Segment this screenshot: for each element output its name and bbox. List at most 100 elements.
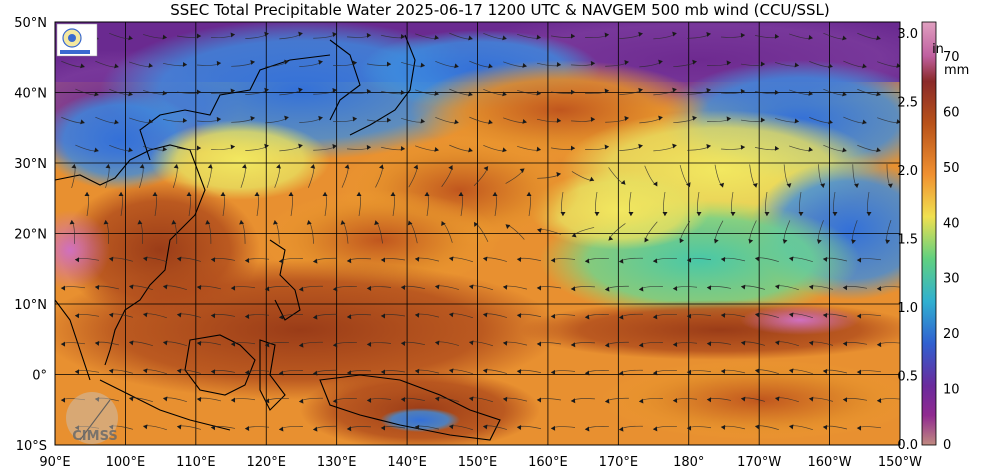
wind-arrowhead bbox=[828, 63, 833, 69]
lon-label: 110°E bbox=[176, 455, 216, 470]
wind-arrowhead bbox=[245, 426, 250, 431]
wind-arrowhead bbox=[381, 369, 386, 375]
wind-arrowhead bbox=[114, 119, 119, 125]
wind-arrowhead bbox=[877, 398, 882, 404]
wind-arrowhead bbox=[638, 87, 643, 93]
wind-arrowhead bbox=[605, 286, 610, 292]
wind-arrowhead bbox=[313, 314, 318, 320]
wind-arrowhead bbox=[143, 256, 148, 262]
wind-arrowhead bbox=[740, 144, 745, 150]
wind-arrowhead bbox=[434, 34, 439, 40]
wind-arrowhead bbox=[536, 146, 541, 152]
wind-arrowhead bbox=[789, 424, 794, 430]
inch-unit-label: in bbox=[932, 42, 944, 57]
wind-arrowhead bbox=[279, 370, 284, 376]
wind-arrowhead bbox=[673, 398, 678, 404]
wind-arrowhead bbox=[143, 368, 148, 374]
wind-arrowhead bbox=[207, 164, 213, 169]
wind-arrowhead bbox=[420, 62, 425, 68]
wind-arrowhead bbox=[139, 164, 145, 169]
wind-arrowhead bbox=[537, 285, 542, 291]
wind-arrowhead bbox=[162, 34, 167, 40]
wind-arrowhead bbox=[639, 286, 644, 292]
wind-arrowhead bbox=[468, 91, 473, 97]
wind-arrowhead bbox=[741, 284, 746, 290]
wind-arrowhead bbox=[186, 192, 192, 196]
wind-arrowhead bbox=[265, 342, 270, 348]
wind-arrowhead bbox=[211, 425, 216, 431]
tpw-field bbox=[55, 22, 900, 445]
wind-arrowhead bbox=[755, 256, 760, 262]
wind-arrowhead bbox=[177, 424, 182, 430]
inch-tick-label: 0.0 bbox=[897, 438, 918, 453]
wind-arrowhead bbox=[196, 145, 201, 151]
wind-arrowhead bbox=[808, 90, 813, 96]
wind-arrowhead bbox=[794, 62, 799, 68]
wind-arrowhead bbox=[571, 286, 576, 292]
wind-arrowhead bbox=[171, 220, 177, 225]
wind-arrowhead bbox=[177, 312, 182, 318]
wind-arrowhead bbox=[109, 368, 114, 374]
wind-arrowhead bbox=[352, 60, 357, 66]
wind-arrowhead bbox=[764, 212, 770, 216]
wind-arrowhead bbox=[605, 398, 610, 404]
lat-label: 0° bbox=[32, 369, 47, 384]
inch-tick-label: 2.0 bbox=[897, 164, 918, 179]
wind-arrowhead bbox=[842, 147, 847, 153]
wind-arrowhead bbox=[740, 88, 745, 94]
wind-arrowhead bbox=[143, 424, 148, 430]
wind-arrowhead bbox=[264, 143, 269, 149]
wind-arrowhead bbox=[333, 398, 338, 404]
wind-arrowhead bbox=[537, 341, 542, 347]
wind-arrowhead bbox=[570, 89, 575, 95]
wind-arrowhead bbox=[619, 258, 624, 264]
wind-arrowhead bbox=[105, 164, 111, 169]
wind-arrowhead bbox=[381, 257, 386, 263]
wind-arrowhead bbox=[517, 313, 522, 319]
wind-arrowhead bbox=[435, 284, 440, 290]
wind-arrowhead bbox=[245, 258, 250, 263]
wind-arrowhead bbox=[857, 369, 862, 375]
wind-arrowhead bbox=[231, 397, 236, 403]
wind-arrowhead bbox=[687, 369, 692, 375]
lon-label: 130°E bbox=[317, 455, 357, 470]
wind-arrowhead bbox=[851, 239, 856, 244]
color-scale-bar bbox=[921, 21, 937, 446]
wind-arrowhead bbox=[196, 89, 201, 95]
wind-arrowhead bbox=[782, 239, 788, 244]
wind-arrowhead bbox=[628, 212, 634, 216]
wind-arrowhead bbox=[114, 63, 119, 69]
wind-arrowhead bbox=[163, 396, 168, 402]
wind-arrowhead bbox=[706, 87, 711, 93]
wind-arrowhead bbox=[454, 119, 459, 125]
lon-label: 100°E bbox=[106, 455, 146, 470]
wind-arrowhead bbox=[721, 424, 726, 430]
mm-tick-label: 40 bbox=[943, 216, 960, 231]
wind-arrowhead bbox=[313, 258, 318, 264]
wind-arrowhead bbox=[794, 118, 799, 124]
latitude-labels: 50°N 40°N 30°N 20°N 10°N 0° 10°S bbox=[14, 16, 47, 454]
wind-arrowhead bbox=[313, 370, 318, 376]
wind-arrowhead bbox=[789, 312, 794, 318]
wind-arrowhead bbox=[264, 87, 269, 93]
wind-arrowhead bbox=[340, 220, 346, 225]
wind-arrowhead bbox=[877, 342, 882, 348]
wind-arrowhead bbox=[748, 238, 754, 244]
wind-arrowhead bbox=[719, 182, 725, 188]
wind-arrowhead bbox=[276, 164, 282, 169]
lon-label: 120°E bbox=[246, 455, 286, 470]
wind-arrowhead bbox=[726, 60, 731, 66]
wind-arrowhead bbox=[84, 192, 90, 196]
wind-arrowhead bbox=[420, 118, 425, 124]
wind-arrowhead bbox=[177, 368, 182, 374]
wind-arrowhead bbox=[163, 340, 168, 346]
wind-arrowhead bbox=[713, 238, 719, 244]
wind-arrowhead bbox=[245, 314, 250, 319]
wind-arrowhead bbox=[118, 192, 124, 196]
wind-arrowhead bbox=[862, 63, 867, 69]
wind-arrowhead bbox=[173, 164, 179, 169]
wind-arrowhead bbox=[687, 425, 692, 431]
lon-label: 160°E bbox=[528, 455, 568, 470]
wind-arrowhead bbox=[842, 35, 847, 41]
mm-tick-label: 0 bbox=[943, 438, 951, 453]
